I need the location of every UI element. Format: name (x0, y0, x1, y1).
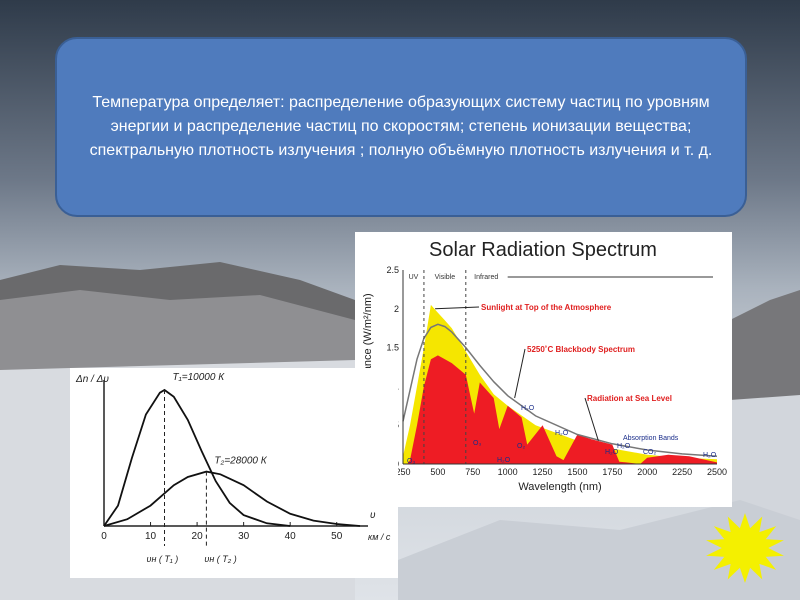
callout-text: Температура определяет: распределение об… (89, 94, 713, 159)
x-tick-label: 2500 (707, 467, 727, 477)
annotation-pointer (435, 306, 480, 310)
absorption-label: H₂O (555, 430, 569, 437)
y-axis-label: Δn / Δυ (75, 374, 109, 385)
x-tick-label: 750 (465, 467, 480, 477)
curve-label: T₂=28000 К (214, 456, 267, 467)
x-tick-label: 0 (101, 531, 107, 542)
x-tick-label: 1250 (533, 467, 553, 477)
x-axis-symbol: υ (370, 510, 376, 521)
x-tick-label: 1750 (602, 467, 622, 477)
x-tick-label: 2250 (672, 467, 692, 477)
solar-spectrum-chart: Solar Radiation Spectrum UV Visible Infrare… (362, 239, 727, 493)
maxwell-distribution-chart: Δn / Δυ 0 10 20 30 40 50 υ км / с T₁=10000 К υн ( … (75, 372, 391, 564)
x-tick-label: 2000 (637, 467, 657, 477)
x-tick-label: 250 (395, 467, 410, 477)
peak-marker-label: υн ( T₁ ) (147, 554, 179, 564)
absorption-label: H₂O (497, 457, 511, 464)
curve-label: T₁=10000 К (173, 372, 226, 383)
annotation-absorption: Absorption Bands (623, 435, 679, 442)
absorption-label: H₂O (605, 449, 619, 456)
x-axis-label: Wavelength (nm) (518, 481, 601, 493)
distribution-curve (103, 470, 361, 527)
x-tick-label: 1500 (567, 467, 587, 477)
chart-title: Solar Radiation Spectrum (429, 239, 657, 261)
absorption-label: H₂O (521, 405, 535, 412)
region-label: Visible (435, 274, 456, 281)
info-callout: Температура определяет: распределение об… (55, 37, 747, 217)
x-tick-label: 10 (145, 531, 157, 542)
x-tick-label: 1000 (498, 467, 518, 477)
distribution-curve (103, 388, 291, 527)
starburst-icon (706, 513, 784, 583)
absorption-label: H₂O (617, 443, 631, 450)
y-tick-label: 2.5 (386, 265, 399, 275)
x-tick-label: 50 (331, 531, 343, 542)
annotation-sea-level: Radiation at Sea Level (587, 394, 672, 403)
series-area-sea-level (407, 355, 717, 464)
absorption-label: O₂ (517, 443, 525, 450)
x-tick-label: 20 (192, 531, 204, 542)
absorption-label: H₂O (703, 452, 717, 459)
y-tick-label: 1.5 (386, 343, 399, 353)
series-line-blackbody (402, 323, 718, 457)
solar-spectrum-panel: Solar Radiation Spectrum UV Visible Infrare… (355, 232, 732, 507)
annotation-top-atmosphere: Sunlight at Top of the Atmosphere (481, 303, 612, 312)
annotation-pointer (514, 348, 526, 399)
absorption-label: CO₂ (643, 449, 657, 456)
peak-marker-label: υн ( T₂ ) (204, 554, 236, 564)
annotation-pointer (584, 397, 599, 441)
x-tick-label: 30 (238, 531, 250, 542)
y-tick-label: 2 (394, 304, 399, 314)
absorption-label: O₃ (407, 458, 415, 465)
x-tick-label: 40 (285, 531, 297, 542)
region-label: Infrared (474, 274, 498, 281)
region-label: UV (409, 274, 419, 281)
maxwell-distribution-panel: Δn / Δυ 0 10 20 30 40 50 υ км / с T₁=10000 К υн ( … (70, 368, 398, 578)
absorption-label: O₃ (473, 440, 481, 447)
x-axis-label: км / с (368, 532, 391, 542)
annotation-blackbody: 5250˚C Blackbody Spectrum (527, 345, 635, 354)
x-tick-label: 500 (430, 467, 445, 477)
